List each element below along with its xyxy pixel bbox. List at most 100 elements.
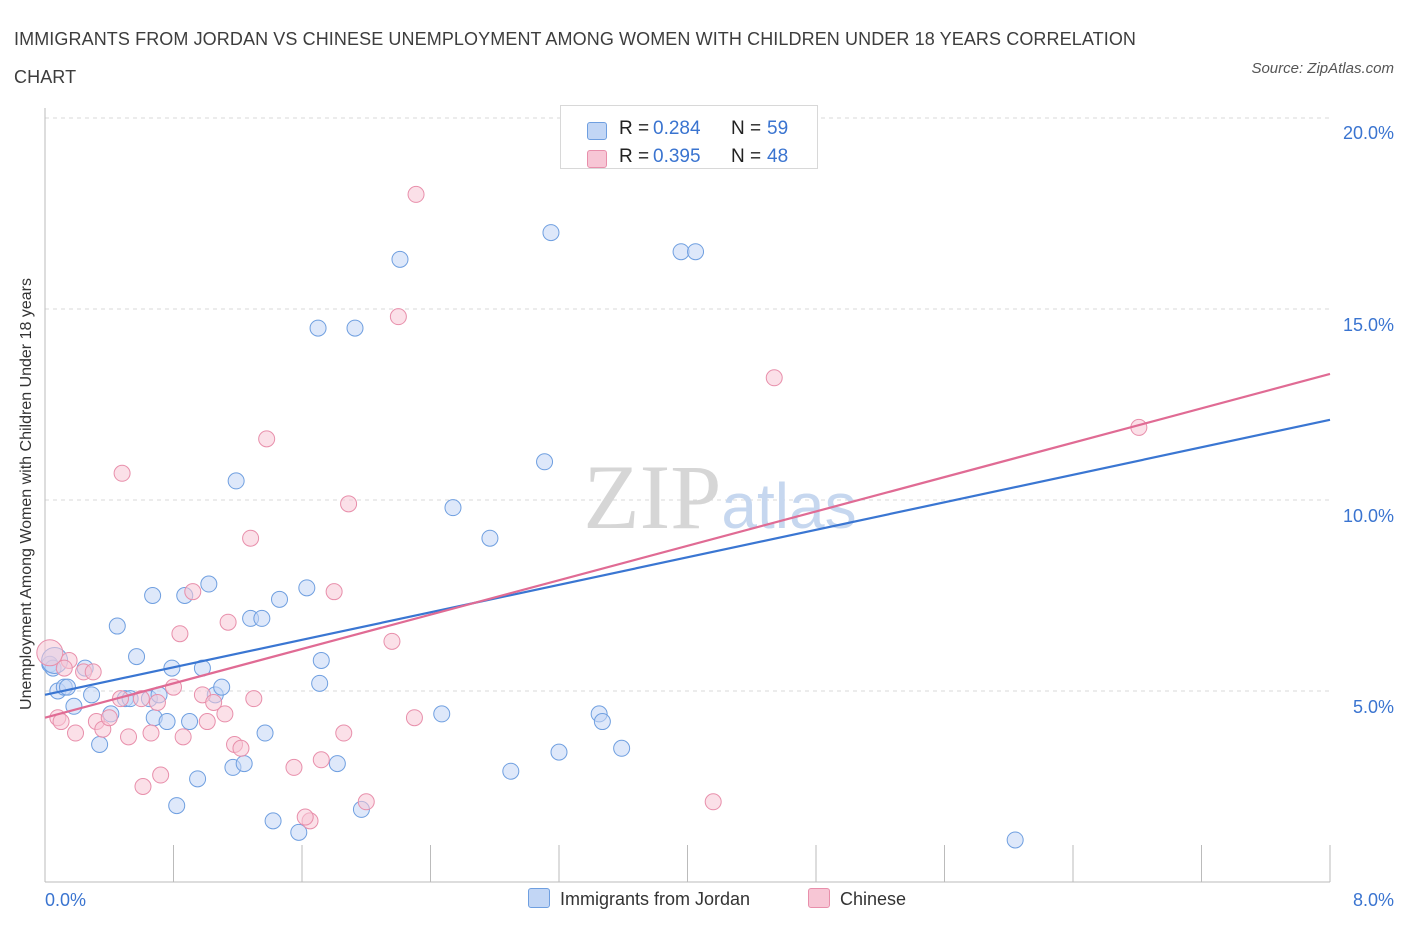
jordan-point <box>128 648 146 666</box>
x-tick-label-max: 8.0% <box>1352 890 1394 910</box>
jordan-point <box>144 587 162 604</box>
chinese-point <box>55 659 73 677</box>
legend-swatch-jordan <box>528 888 550 908</box>
jordan-point <box>168 797 186 815</box>
jordan-point <box>158 713 176 731</box>
chinese-point <box>113 464 131 482</box>
jordan-point <box>271 590 289 608</box>
trend-lines <box>44 372 1331 719</box>
bottom-legend-chinese: Chinese <box>808 888 906 910</box>
chinese-trend-line <box>44 372 1331 719</box>
legend-label-chinese: Chinese <box>840 889 907 909</box>
jordan-point <box>391 250 409 268</box>
jordan-point <box>309 319 327 337</box>
chinese-point <box>407 185 425 203</box>
bottom-legend-jordan: Immigrants from Jordan <box>528 888 750 910</box>
chinese-point <box>405 709 423 727</box>
jordan-point <box>181 713 199 731</box>
chinese-point <box>36 639 64 667</box>
y-tick-label: 5.0% <box>1352 697 1394 717</box>
jordan-point <box>290 823 308 841</box>
watermark: ZIPatlas <box>583 446 856 548</box>
jordan-point <box>433 705 451 723</box>
chinese-point <box>285 758 303 776</box>
chinese-point <box>312 751 330 769</box>
legend-n-value: 59 <box>767 118 789 139</box>
chinese-point <box>232 739 250 757</box>
legend-n-label: N = <box>731 146 762 167</box>
data-points <box>36 185 1148 849</box>
jordan-point <box>672 243 690 261</box>
jordan-point <box>213 678 231 696</box>
y-tick-label: 15.0% <box>1342 315 1394 335</box>
chinese-point <box>152 766 170 784</box>
legend-n-label: N = <box>731 118 762 139</box>
legend-r-label: R = <box>619 118 650 139</box>
chinese-point <box>148 693 166 711</box>
chinese-point <box>198 713 216 731</box>
legend-swatch-chinese <box>587 150 607 168</box>
chinese-point <box>242 529 260 547</box>
chinese-point <box>383 632 401 650</box>
axes <box>44 108 1331 883</box>
y-tick-label: 20.0% <box>1342 123 1394 143</box>
chinese-point <box>357 793 375 811</box>
chinese-point <box>184 583 202 601</box>
chinese-point <box>325 583 343 601</box>
jordan-trend-line <box>44 418 1331 696</box>
chinese-point <box>704 793 722 811</box>
legend-swatch-chinese <box>808 888 830 908</box>
chinese-point <box>67 724 85 742</box>
jordan-point <box>264 812 282 830</box>
jordan-point <box>613 739 631 757</box>
chinese-point <box>296 808 314 826</box>
jordan-point <box>502 762 520 780</box>
chinese-point <box>134 778 152 795</box>
jordan-point <box>83 686 101 704</box>
chinese-point <box>335 724 353 742</box>
jordan-point <box>91 735 109 753</box>
correlation-legend: R = 0.284 N = 59 R = 0.395 N = 48 <box>560 105 818 169</box>
jordan-point <box>312 651 330 669</box>
legend-label-jordan: Immigrants from Jordan <box>560 889 751 909</box>
jordan-point <box>298 579 316 597</box>
jordan-point <box>444 499 462 517</box>
chinese-point <box>174 728 192 746</box>
chinese-point <box>389 308 407 326</box>
jordan-point <box>536 453 554 471</box>
chart-source: Source: ZipAtlas.com <box>1251 60 1394 77</box>
jordan-point <box>311 674 329 692</box>
chinese-point <box>132 690 150 708</box>
legend-r-value: 0.284 <box>653 118 701 139</box>
jordan-point <box>687 243 705 261</box>
chinese-point <box>100 709 118 727</box>
legend-swatch-jordan <box>587 122 607 140</box>
jordan-point <box>328 755 346 773</box>
jordan-point <box>256 724 274 742</box>
legend-r-value: 0.395 <box>653 146 701 167</box>
jordan-point <box>550 743 568 761</box>
chinese-point <box>219 613 237 631</box>
jordan-point <box>108 617 126 635</box>
jordan-point <box>189 770 207 788</box>
jordan-point <box>227 472 245 490</box>
jordan-point <box>542 224 560 242</box>
chinese-point <box>340 495 358 513</box>
chinese-point <box>171 625 189 643</box>
jordan-point <box>481 529 499 547</box>
chinese-point <box>258 430 276 448</box>
gridlines <box>45 117 1330 692</box>
jordan-point <box>200 575 218 593</box>
chinese-point <box>142 724 160 742</box>
chinese-point <box>120 728 138 746</box>
jordan-point <box>253 609 271 627</box>
x-tick-label-min: 0.0% <box>45 890 87 910</box>
jordan-point <box>593 713 611 731</box>
chinese-point <box>765 369 783 387</box>
jordan-point <box>1006 831 1024 849</box>
jordan-point <box>58 678 76 696</box>
jordan-point <box>346 319 364 337</box>
legend-n-value: 48 <box>767 146 789 167</box>
chinese-point <box>84 663 102 681</box>
chinese-point <box>245 690 263 708</box>
